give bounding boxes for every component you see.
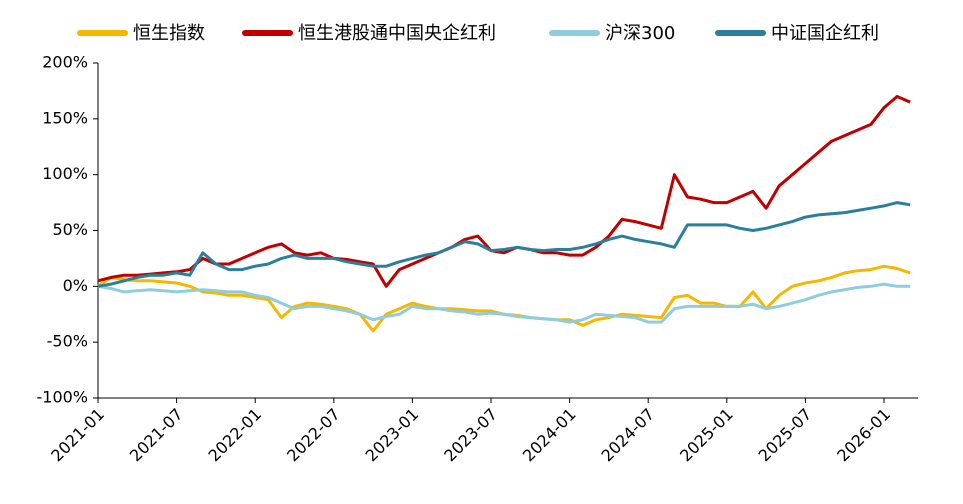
x-tick-label: 2022-01 [204, 405, 265, 466]
y-tick-label: -100% [36, 388, 88, 407]
y-tick-label: 200% [42, 53, 88, 72]
legend-label: 恒生港股通中国央企红利 [298, 23, 496, 44]
y-tick-label: 150% [42, 108, 88, 127]
legend-label: 中证国企红利 [771, 23, 879, 44]
series-line [97, 282, 911, 324]
x-tick-label: 2021-07 [126, 405, 187, 466]
y-tick-label: 100% [42, 164, 88, 183]
y-tick-label: 50% [52, 220, 88, 239]
x-tick-label: 2025-07 [755, 405, 816, 466]
x-tick-label: 2025-01 [676, 405, 737, 466]
legend-label: 恒生指数 [133, 23, 205, 44]
y-tick-label: 0% [63, 276, 88, 295]
legend-label: 沪深300 [605, 23, 675, 44]
x-tick-label: 2023-01 [362, 405, 423, 466]
x-tick-label: 2022-07 [283, 405, 344, 466]
y-tick-label: -50% [47, 332, 88, 351]
series-line [97, 264, 911, 333]
series-line [97, 95, 911, 288]
x-tick-label: 2023-07 [440, 405, 501, 466]
x-tick-label: 2024-07 [597, 405, 658, 466]
x-tick-label: 2026-01 [833, 405, 894, 466]
x-tick-label: 2024-01 [519, 405, 580, 466]
x-tick-label: 2021-01 [47, 405, 108, 466]
series-line [97, 201, 911, 288]
